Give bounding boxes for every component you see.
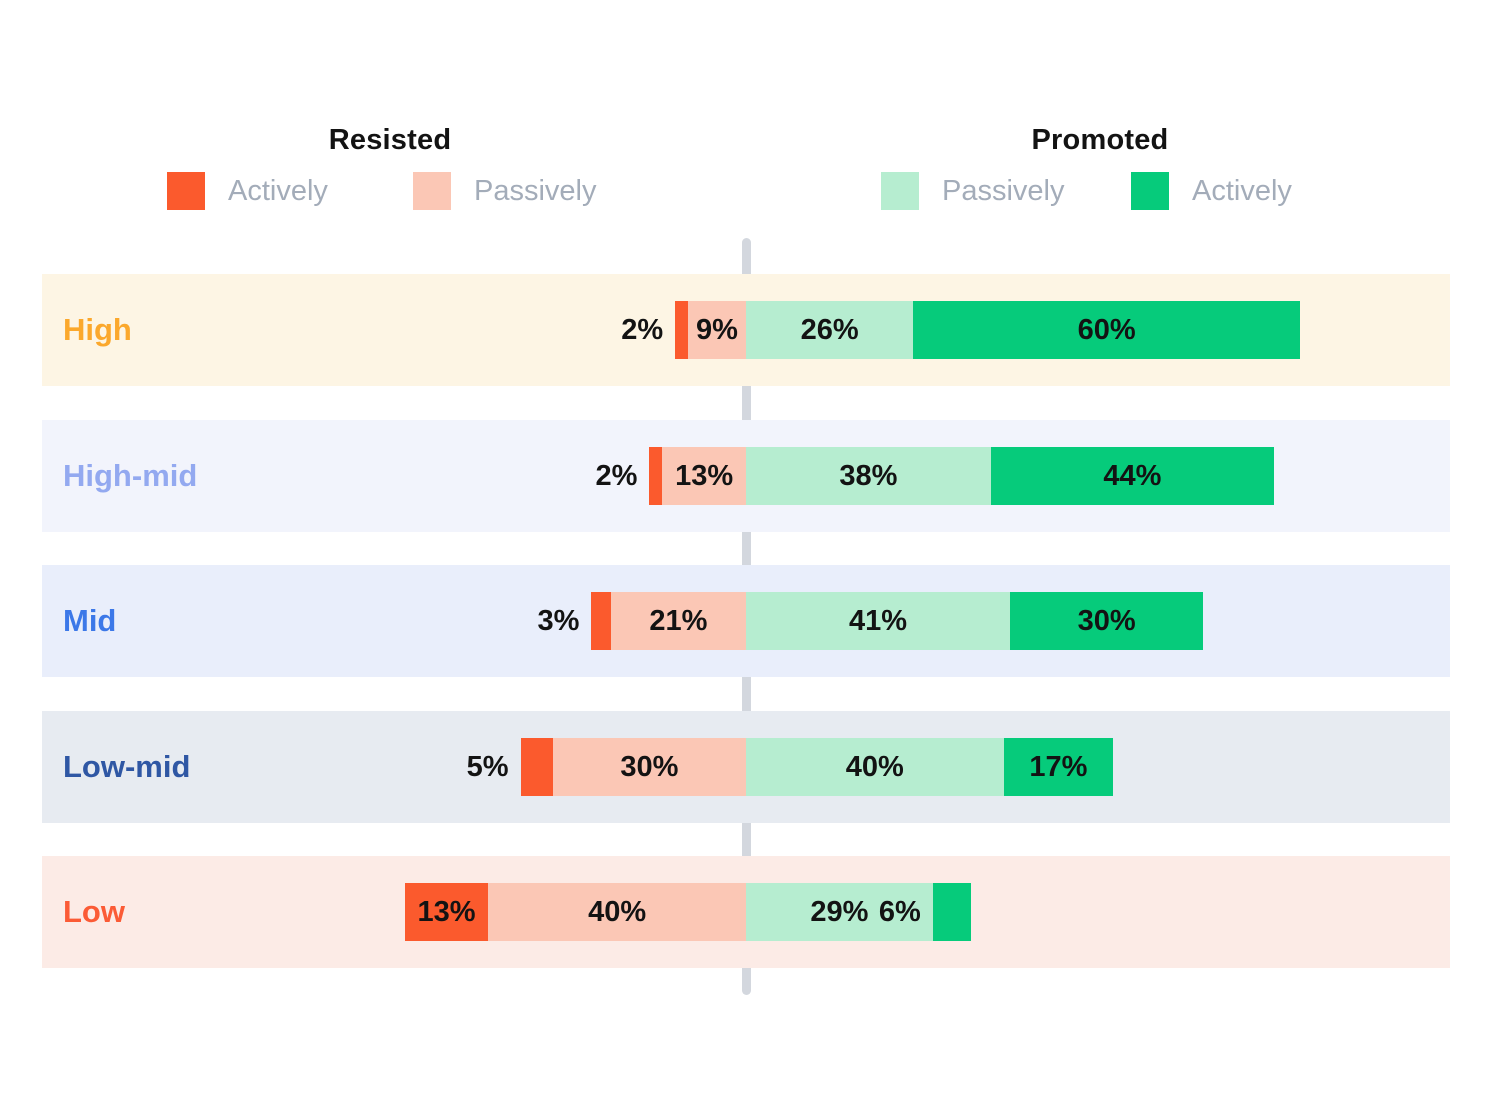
row-label-mid: Mid	[63, 603, 117, 638]
value-label-passively-resisted-mid: 21%	[649, 605, 708, 637]
value-label-passively-resisted-high: 9%	[696, 314, 738, 346]
legend-swatch-actively_resisted	[167, 172, 205, 210]
legend-label-passively_promoted: Passively	[942, 174, 1065, 207]
bar-segment-actively-promoted-low-mid	[1003, 738, 1114, 796]
bar-segment-actively-resisted-low-mid	[520, 738, 553, 796]
bar-segment-passively-promoted-high-mid	[746, 447, 991, 505]
value-label-actively-resisted-low-mid: 5%	[466, 751, 509, 783]
legend-item-passively_resisted: Passively	[413, 172, 597, 210]
legend-title-resisted: Resisted	[328, 124, 452, 156]
value-label-passively-promoted-low: 29%	[810, 896, 869, 928]
row-label-high: High	[63, 312, 132, 347]
bar-segment-passively-resisted-high	[688, 301, 746, 359]
value-label-actively-promoted-high: 60%	[1077, 314, 1136, 346]
bar-segment-passively-resisted-mid	[610, 592, 746, 650]
value-label-actively-resisted-high: 2%	[621, 314, 664, 346]
legend-swatch-passively_promoted	[881, 172, 919, 210]
row-label-low: Low	[63, 894, 125, 929]
legend-item-passively_promoted: Passively	[881, 172, 1065, 210]
legend-title-promoted: Promoted	[1031, 124, 1169, 156]
bar-segment-passively-resisted-high-mid	[662, 447, 746, 505]
legend-swatch-passively_resisted	[413, 172, 451, 210]
bar-segment-actively-resisted-high	[675, 301, 689, 359]
value-label-actively-promoted-mid: 30%	[1077, 605, 1136, 637]
value-label-passively-promoted-high-mid: 38%	[839, 460, 898, 492]
bar-segment-actively-promoted-mid	[1010, 592, 1204, 650]
legend-label-passively_resisted: Passively	[474, 174, 597, 207]
value-label-passively-promoted-high: 26%	[800, 314, 859, 346]
bar-segment-actively-resisted-high-mid	[649, 447, 663, 505]
bar-segment-actively-resisted-low	[404, 883, 489, 941]
row-label-low-mid: Low-mid	[63, 749, 191, 784]
bar-segment-passively-promoted-high	[746, 301, 914, 359]
legend-item-actively_promoted: Actively	[1131, 172, 1292, 210]
row-band-high: High 2% 9% 26% 60%	[42, 274, 1450, 386]
bar-segment-actively-promoted-low	[932, 883, 972, 941]
legend-label-actively_promoted: Actively	[1192, 174, 1292, 207]
bar-segment-passively-promoted-low-mid	[746, 738, 1004, 796]
row-label-high-mid: High-mid	[63, 458, 198, 493]
value-label-passively-resisted-high-mid: 13%	[675, 460, 734, 492]
value-label-actively-promoted-low: 6%	[878, 896, 921, 928]
value-label-actively-resisted-high-mid: 2%	[595, 460, 638, 492]
legend-item-actively_resisted: Actively	[167, 172, 328, 210]
value-label-passively-promoted-low-mid: 40%	[845, 751, 904, 783]
value-label-actively-resisted-mid: 3%	[537, 605, 580, 637]
value-label-actively-promoted-high-mid: 44%	[1103, 460, 1162, 492]
value-label-actively-promoted-low-mid: 17%	[1029, 751, 1088, 783]
value-label-passively-resisted-low: 40%	[588, 896, 647, 928]
row-band-low-mid: Low-mid 5% 30% 40% 17%	[42, 711, 1450, 823]
bar-segment-actively-promoted-high	[913, 301, 1300, 359]
value-label-passively-promoted-mid: 41%	[848, 605, 908, 637]
row-band-mid: Mid 3% 21% 41% 30%	[42, 565, 1450, 677]
row-band-low: Low 13% 40% 29% 6%	[42, 856, 1450, 968]
bar-segment-passively-resisted-low	[488, 883, 746, 941]
value-label-passively-resisted-low-mid: 30%	[620, 751, 679, 783]
bar-segment-passively-promoted-mid	[746, 592, 1010, 650]
bar-segment-passively-resisted-low-mid	[552, 738, 746, 796]
bar-segment-actively-resisted-mid	[591, 592, 611, 650]
legend-label-actively_resisted: Actively	[228, 174, 328, 207]
bar-segment-actively-promoted-high-mid	[990, 447, 1275, 505]
row-band-high-mid: High-mid 2% 13% 38% 44%	[42, 420, 1450, 532]
bar-segment-passively-promoted-low	[746, 883, 933, 941]
value-label-actively-resisted-low: 13%	[417, 896, 476, 928]
legend-swatch-actively_promoted	[1131, 172, 1169, 210]
